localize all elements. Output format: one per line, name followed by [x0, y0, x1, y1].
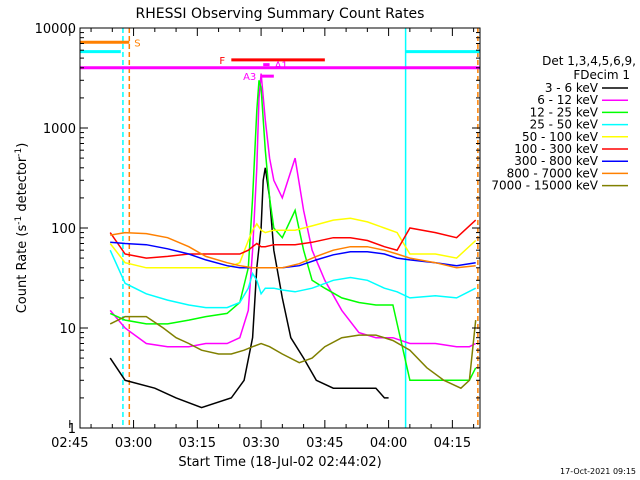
y-label-part-3: )	[15, 143, 30, 148]
y-tick-label: 100	[51, 222, 76, 237]
generation-timestamp: 17-Oct-2021 09:15	[560, 467, 636, 476]
series-line-5	[109, 217, 477, 269]
x-tick-label: 04:00	[370, 436, 407, 451]
legend-header-2: FDecim 1	[573, 68, 630, 82]
series-line-6	[109, 219, 477, 259]
legend-header-1: Det 1,3,4,5,6,9,	[542, 54, 636, 68]
legend-label: 100 - 300 keV	[514, 142, 598, 156]
legend-label: 25 - 50 keV	[530, 118, 599, 132]
chart-title: RHESSI Observing Summary Count Rates	[136, 6, 425, 22]
y-tick-label: 10000	[35, 22, 76, 37]
legend-label: 12 - 25 keV	[530, 105, 599, 119]
legend-label: 7000 - 15000 keV	[491, 179, 598, 193]
plot-marks: S F A1 A3	[80, 28, 480, 428]
x-tick-label: 03:15	[179, 436, 216, 451]
series-line-1	[109, 167, 389, 409]
y-axis: 1 10 100 1000 10000	[35, 22, 480, 437]
y-label-part-1: Count Rate (s	[15, 225, 30, 314]
legend-label: 6 - 12 keV	[537, 93, 599, 107]
series-line-8	[110, 231, 476, 269]
flag-label: A1	[275, 61, 288, 72]
x-tick-label: 03:45	[306, 436, 343, 451]
series-line-3	[109, 80, 477, 382]
legend-label: 300 - 800 keV	[514, 154, 598, 168]
y-axis-label: Count Rate (s-1 detector-1)	[14, 143, 30, 314]
flag-label: A3	[243, 72, 256, 83]
series-line-7	[110, 241, 476, 269]
x-tick-label: 02:45	[51, 436, 88, 451]
x-tick-label: 04:15	[434, 436, 471, 451]
y-label-superscript-1: -1	[14, 216, 24, 225]
x-axis: 02:45 03:00 03:15 03:30 03:45 04:00 04:15	[51, 28, 475, 451]
y-label-superscript-2: -1	[14, 148, 24, 157]
y-tick-label: 1	[68, 422, 76, 437]
series-line-4	[109, 249, 477, 309]
y-tick-label: 10	[59, 322, 76, 337]
series-line-9	[109, 315, 477, 390]
x-tick-label: 03:30	[242, 436, 279, 451]
flag-label: F	[219, 56, 225, 67]
x-axis-label: Start Time (18-Jul-02 02:44:02)	[178, 455, 381, 470]
x-tick-label: 03:00	[115, 436, 152, 451]
legend-label: 800 - 7000 keV	[507, 166, 599, 180]
series-line-2	[109, 73, 477, 348]
y-tick-label: 1000	[43, 122, 76, 137]
legend-label: 3 - 6 keV	[545, 81, 599, 95]
flag-label: S	[134, 38, 140, 49]
y-label-part-2: detector	[15, 156, 30, 216]
legend-label: 50 - 100 keV	[522, 130, 599, 144]
